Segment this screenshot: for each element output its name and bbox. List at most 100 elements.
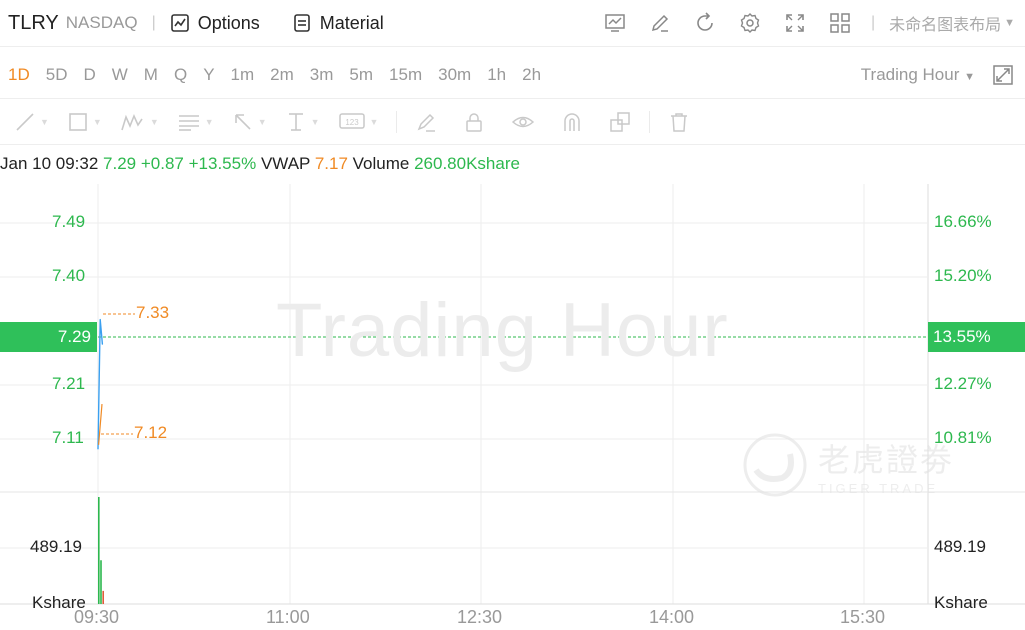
- divider: [649, 111, 651, 133]
- text-tool-icon[interactable]: ▼: [178, 115, 214, 131]
- time-axis-label: 14:00: [649, 607, 695, 627]
- period-tab-m[interactable]: M: [143, 65, 158, 84]
- trading-hour-dropdown[interactable]: Trading Hour ▼: [861, 65, 975, 85]
- price-axis-label: 7.49: [52, 212, 86, 231]
- annotation-tool-icon[interactable]: 123 ▼: [338, 111, 378, 133]
- layout-name[interactable]: 未命名图表布局: [889, 17, 1002, 34]
- fullscreen-icon[interactable]: [784, 12, 806, 34]
- refresh-icon[interactable]: [694, 12, 716, 34]
- material-button[interactable]: Material: [292, 13, 384, 34]
- price-series: [97, 318, 104, 450]
- lock-icon[interactable]: [463, 111, 485, 133]
- brand-cn: 老虎證劵: [818, 441, 955, 478]
- time-axis-label: 15:30: [840, 607, 886, 627]
- brand-en: TIGER TRADE: [818, 480, 939, 496]
- divider: [396, 111, 398, 133]
- price-point: [99, 318, 101, 321]
- period-tab-1d[interactable]: 1D: [8, 65, 30, 84]
- chart-grid: [0, 184, 1025, 605]
- volume-unit-label: Kshare: [32, 593, 86, 612]
- options-button[interactable]: Options: [170, 13, 260, 34]
- trading-hour-watermark: Trading Hour: [276, 288, 729, 373]
- period-tab-3m[interactable]: 3m: [309, 65, 334, 84]
- period-tab-30m[interactable]: 30m: [438, 65, 472, 84]
- vwap-label: VWAP: [260, 154, 311, 173]
- period-tab-2m[interactable]: 2m: [270, 65, 294, 84]
- volume-series: [98, 497, 104, 604]
- ticker-symbol[interactable]: TLRY: [8, 11, 59, 34]
- svg-text:123: 123: [345, 118, 359, 127]
- period-tab-w[interactable]: W: [111, 65, 128, 84]
- pct-axis-label: 12.27%: [934, 374, 992, 393]
- options-label: Options: [197, 12, 260, 33]
- high-price-label: 7.33: [136, 303, 170, 322]
- price-point: [97, 448, 99, 450]
- trading-hour-label: Trading Hour: [860, 65, 960, 84]
- period-tab-1h[interactable]: 1h: [487, 65, 507, 84]
- pct-axis-label: 10.81%: [934, 428, 992, 447]
- volume-value: 260.80Kshare: [414, 154, 520, 173]
- grid-icon[interactable]: [829, 12, 851, 34]
- layers-icon[interactable]: [609, 111, 631, 133]
- volume-axis-label-right: 489.19: [934, 537, 986, 556]
- volume-axis-label: 489.19: [30, 537, 82, 556]
- rectangle-tool-icon[interactable]: ▼: [67, 111, 102, 133]
- line-tool-icon[interactable]: ▼: [14, 111, 49, 133]
- vwap-value: 7.17: [314, 154, 348, 173]
- material-label: Material: [319, 12, 384, 33]
- price-axis-label: 7.40: [52, 266, 86, 285]
- quote-info-bar: Jan 10 09:32 7.29 +0.87 +13.55% VWAP 7.1…: [0, 150, 1025, 178]
- time-axis-label: 12:30: [457, 607, 503, 627]
- document-icon: [293, 14, 310, 32]
- volume-label: Volume: [352, 154, 410, 173]
- low-price-label: 7.12: [134, 423, 168, 442]
- tiger-trade-logo: 老虎證劵 TIGER TRADE: [742, 432, 954, 498]
- period-tab-1m[interactable]: 1m: [230, 65, 255, 84]
- period-tab-5m[interactable]: 5m: [349, 65, 374, 84]
- period-tab-d[interactable]: D: [83, 65, 96, 84]
- divider: |: [870, 14, 876, 31]
- price-axis-label: 7.21: [52, 374, 86, 393]
- volume-bar: [98, 497, 100, 604]
- edit-icon[interactable]: [649, 12, 671, 34]
- pct-axis-label: 16.66%: [934, 212, 992, 231]
- chevron-down-icon: ▼: [964, 71, 975, 83]
- magnet-icon[interactable]: [561, 111, 583, 133]
- period-tab-q[interactable]: Q: [173, 65, 188, 84]
- period-tab-2h[interactable]: 2h: [522, 65, 542, 84]
- quote-change: +0.87: [140, 154, 184, 173]
- drawing-toolbar: ▼ ▼ ▼ ▼ ▼ ▼ 123 ▼: [0, 100, 1025, 145]
- pct-axis-label: 15.20%: [934, 266, 992, 285]
- indicator-chart-icon[interactable]: [604, 12, 626, 34]
- top-toolbar: TLRY NASDAQ | Options Material | 未命名图表布局…: [0, 0, 1025, 47]
- period-tab-15m[interactable]: 15m: [389, 65, 423, 84]
- quote-info: Jan 10 09:32 7.29 +0.87 +13.55% VWAP 7.1…: [0, 154, 520, 174]
- arrow-tool-icon[interactable]: ▼: [232, 111, 267, 133]
- eye-icon[interactable]: [511, 111, 535, 133]
- volume-unit-label-right: Kshare: [934, 593, 988, 612]
- period-tabs: 1D 5D D W M Q Y 1m 2m 3m 5m 15m 30m 1h 2h: [8, 65, 557, 85]
- brush-icon[interactable]: [415, 111, 437, 133]
- time-axis-label: 09:30: [74, 607, 120, 627]
- vwap-line: [98, 404, 103, 445]
- price-point: [101, 343, 103, 345]
- quote-price: 7.29: [103, 154, 137, 173]
- header-tools: | 未命名图表布局 ▼: [581, 0, 1015, 46]
- pattern-tool-icon[interactable]: ▼: [120, 111, 159, 133]
- price-chart[interactable]: [0, 184, 1025, 630]
- trash-icon[interactable]: [668, 111, 690, 133]
- time-axis-label: 11:00: [266, 607, 310, 627]
- tiger-logo-icon: [743, 433, 807, 497]
- chevron-down-icon[interactable]: ▼: [1004, 17, 1015, 29]
- period-toolbar: 1D 5D D W M Q Y 1m 2m 3m 5m 15m 30m 1h 2h Trading Hour…: [0, 52, 1025, 99]
- volume-bar: [100, 560, 102, 604]
- gear-icon[interactable]: [739, 12, 761, 34]
- current-pct-tag: 13.55%: [928, 322, 1025, 352]
- period-tab-y[interactable]: Y: [203, 65, 215, 84]
- measure-tool-icon[interactable]: ▼: [288, 113, 320, 131]
- volume-bar: [102, 590, 104, 604]
- period-tab-5d[interactable]: 5D: [45, 65, 68, 84]
- quote-datetime: Jan 10 09:32: [0, 154, 99, 173]
- options-icon: [170, 14, 189, 32]
- expand-icon[interactable]: [992, 64, 1014, 91]
